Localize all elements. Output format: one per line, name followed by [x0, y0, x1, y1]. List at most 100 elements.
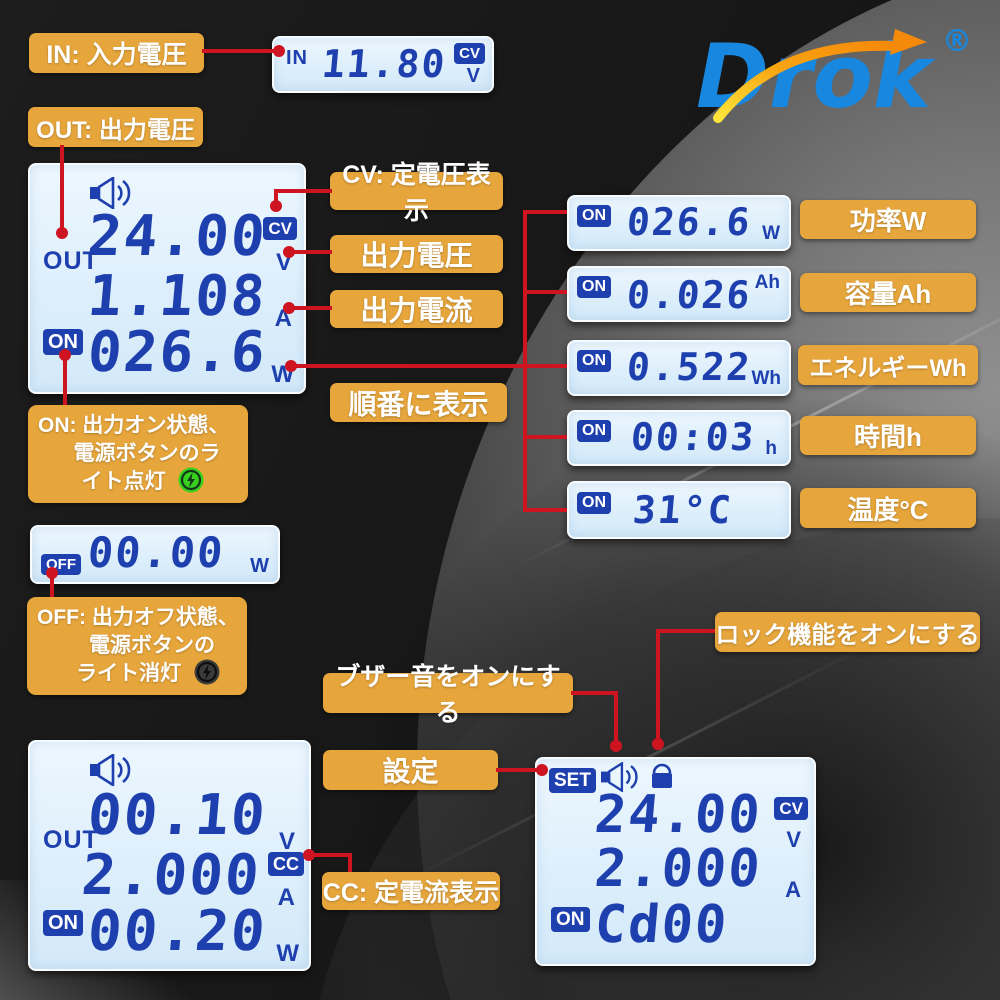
connector-line [291, 364, 567, 368]
lcd-output-cc: 00.10 OUT V 2.000 CC A ON 00.20 W [28, 740, 311, 971]
connector-dot [610, 740, 622, 752]
off-status-line2: 電源ボタンの [89, 633, 215, 657]
connector-line [274, 189, 332, 193]
on-badge: ON [577, 350, 611, 372]
off-power-unit: W [250, 555, 269, 577]
connector-line [348, 853, 352, 872]
output-power-value: 026.6 [85, 320, 270, 385]
label-output-current: 出力電流 [330, 290, 503, 328]
connector-line [63, 353, 67, 405]
lcd-output-main: OUT 24.00 CV V 1.108 A ON 026.6 W [28, 163, 306, 394]
cc-badge: CC [268, 852, 304, 876]
connector-line [525, 210, 567, 214]
cc-voltage-value: 00.10 [85, 783, 270, 848]
lcd-tag-in: IN [286, 47, 308, 69]
stat-power-unit: W [762, 223, 780, 244]
stat-capacity-value: 0.026 [625, 273, 754, 317]
label-off-status: OFF: 出力オフ状態、 電源ボタンの ライト消灯 [27, 597, 247, 696]
logo-arrow-icon [890, 29, 927, 55]
connector-line [656, 629, 660, 746]
on-status-line2: 電源ボタンのラ [73, 441, 221, 465]
connector-dot [59, 349, 71, 361]
label-display-order: 順番に表示 [330, 383, 507, 422]
connector-line [525, 290, 567, 294]
label-lock: ロック機能をオンにする [715, 612, 980, 652]
connector-dot [273, 45, 285, 57]
connector-line [525, 508, 567, 512]
stat-temperature-value: 31°C [631, 488, 735, 532]
on-status-line3: イト点灯 [81, 470, 166, 494]
label-capacity: 容量Ah [800, 273, 976, 312]
power-unit: W [276, 940, 299, 967]
lcd-stat-power: ON 026.6 W [567, 195, 791, 251]
registered-mark: ® [942, 24, 972, 59]
label-output-voltage: 出力電圧 [330, 235, 503, 273]
lcd-stat-temperature: ON 31°C [567, 481, 791, 539]
connector-line [656, 629, 715, 633]
connector-dot [283, 302, 295, 314]
on-badge: ON [43, 329, 83, 355]
connector-dot [652, 738, 664, 750]
lcd-input-unit: V [466, 65, 480, 87]
on-badge: ON [577, 276, 611, 298]
label-power: 功率W [800, 200, 976, 239]
lcd-off-power: OFF 00.00 W [30, 525, 280, 584]
connector-dot [56, 227, 68, 239]
logo-swoosh-icon [713, 40, 901, 123]
current-unit: A [785, 877, 801, 902]
lock-icon [649, 759, 675, 791]
cc-power-value: 00.20 [85, 899, 270, 964]
output-voltage-value: 24.00 [85, 204, 270, 269]
label-temperature: 温度°C [800, 488, 976, 528]
stat-energy-unit: Wh [751, 368, 781, 389]
voltage-unit: V [278, 828, 295, 855]
on-badge: ON [551, 907, 590, 932]
lcd-input-value: 11.80 [320, 42, 449, 86]
cc-current-value: 2.000 [79, 843, 264, 908]
label-on-status: ON: 出力オン状態、 電源ボタンのラ イト点灯 [28, 405, 248, 504]
stat-energy-value: 0.522 [625, 345, 754, 389]
label-buzzer: ブザー音をオンにする [323, 663, 573, 727]
connector-line [523, 210, 527, 512]
connector-line [289, 306, 332, 310]
lcd-stat-capacity: ON 0.026 Ah [567, 266, 791, 322]
output-current-value: 1.108 [85, 264, 270, 329]
countdown-value: Cd00 [592, 895, 731, 955]
connector-dot [303, 849, 315, 861]
lcd-stat-energy: ON 0.522 Wh [567, 340, 791, 396]
power-button-off-icon [194, 659, 220, 685]
connector-line [496, 768, 542, 772]
drok-logo: Drok ® [690, 15, 990, 125]
label-energy: エネルギーWh [798, 345, 978, 385]
label-output-voltage-title: OUT: 出力電圧 [28, 107, 203, 147]
label-cv: CV: 定電圧表示 [330, 161, 503, 225]
set-current-value: 2.000 [592, 839, 765, 899]
label-time: 時間h [800, 416, 976, 455]
cv-badge: CV [774, 797, 808, 820]
set-voltage-value: 24.00 [592, 785, 765, 845]
connector-line [309, 853, 352, 857]
connector-dot [283, 246, 295, 258]
connector-line [525, 435, 567, 439]
cv-badge: CV [454, 43, 485, 64]
lcd-tag-out: OUT [43, 247, 99, 275]
on-badge: ON [577, 205, 611, 227]
speaker-icon [90, 177, 134, 209]
connector-dot [285, 360, 297, 372]
lcd-stat-time: ON 00:03 h [567, 410, 791, 466]
connector-line [60, 145, 64, 235]
voltage-unit: V [786, 827, 801, 852]
label-input-voltage: IN: 入力電圧 [29, 33, 204, 73]
set-badge: SET [549, 768, 596, 793]
connector-line [50, 573, 54, 597]
connector-line [614, 691, 618, 748]
label-cc: CC: 定電流表示 [322, 872, 500, 910]
lcd-input-voltage: IN 11.80 CV V [272, 36, 494, 93]
cv-badge: CV [263, 217, 297, 240]
stat-time-unit: h [765, 438, 777, 459]
off-status-line3: ライト消灯 [76, 662, 182, 686]
connector-line [274, 191, 278, 205]
stat-power-value: 026.6 [625, 200, 754, 244]
connector-dot [46, 567, 58, 579]
